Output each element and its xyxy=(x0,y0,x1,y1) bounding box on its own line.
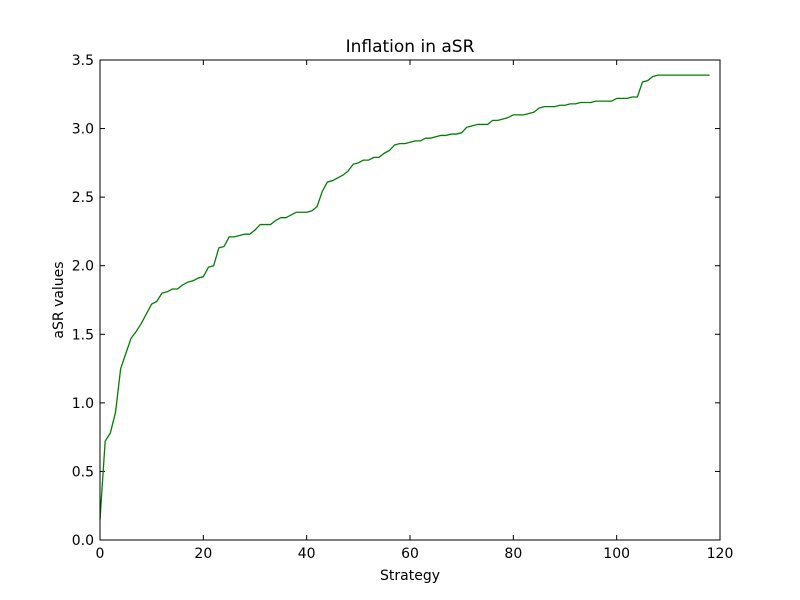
x-tick-label: 120 xyxy=(707,546,734,562)
x-axis-label: Strategy xyxy=(380,568,440,584)
x-tick-label: 80 xyxy=(504,546,522,562)
y-tick-label: 0.0 xyxy=(72,533,94,549)
series-layer xyxy=(99,74,710,520)
x-tick-label: 60 xyxy=(401,546,419,562)
y-tick-label: 1.5 xyxy=(72,327,94,343)
y-tick-label: 3.0 xyxy=(72,122,94,138)
x-tick-label: 20 xyxy=(194,546,212,562)
y-tick-label: 0.5 xyxy=(72,464,94,480)
axis-ticks: 0 20 40 60 80 100 120 0.0 0.5 1.0 1.5 2.0 2.5 3.0 3.5 xyxy=(72,53,734,562)
x-tick-label: 40 xyxy=(298,546,316,562)
series-line xyxy=(99,74,710,520)
y-tick-label: 2.5 xyxy=(72,190,94,206)
y-tick-label: 2.0 xyxy=(72,259,94,275)
y-tick-label: 3.5 xyxy=(72,53,94,69)
x-tick-label: 100 xyxy=(603,546,630,562)
plot-frame xyxy=(99,59,721,541)
y-tick-label: 1.0 xyxy=(72,396,94,412)
x-tick-label: 0 xyxy=(96,546,105,562)
chart-title: Inflation in aSR xyxy=(346,37,475,57)
y-axis-label: aSR values xyxy=(51,261,67,338)
